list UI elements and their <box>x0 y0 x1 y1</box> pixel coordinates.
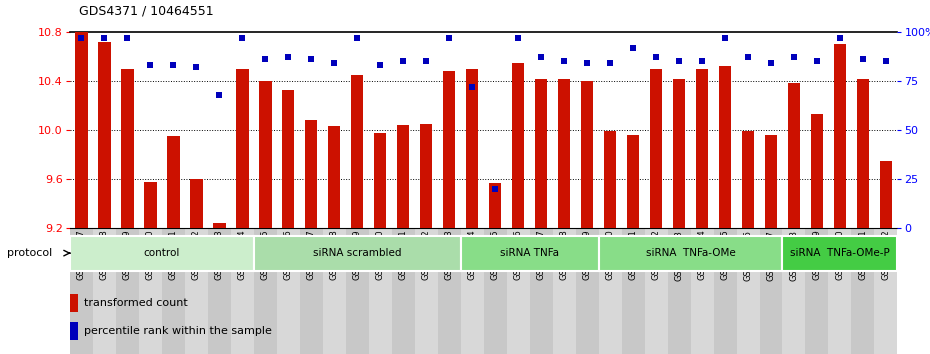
Text: siRNA  TNFa-OMe: siRNA TNFa-OMe <box>645 248 736 258</box>
Bar <box>231 228 254 354</box>
Bar <box>805 228 829 354</box>
Bar <box>299 228 323 354</box>
Bar <box>115 228 139 354</box>
Bar <box>852 228 874 354</box>
Bar <box>604 131 617 228</box>
Text: protocol: protocol <box>7 248 53 258</box>
Bar <box>443 71 456 228</box>
Bar <box>213 223 225 228</box>
Bar <box>507 228 529 354</box>
Bar <box>880 161 892 228</box>
Bar <box>713 228 737 354</box>
Bar <box>737 228 760 354</box>
FancyBboxPatch shape <box>70 236 254 270</box>
Bar <box>580 81 593 228</box>
Bar <box>190 179 203 228</box>
Text: transformed count: transformed count <box>84 298 187 308</box>
Bar <box>70 322 78 340</box>
Bar <box>811 114 823 228</box>
Bar <box>392 228 415 354</box>
Text: GDS4371 / 10464551: GDS4371 / 10464551 <box>79 5 214 18</box>
Bar <box>529 228 552 354</box>
Bar <box>351 75 364 228</box>
Bar <box>466 69 478 228</box>
Bar <box>621 228 644 354</box>
Bar <box>374 132 387 228</box>
Bar <box>672 79 685 228</box>
Bar <box>328 126 340 228</box>
Bar <box>690 228 713 354</box>
Bar <box>236 69 248 228</box>
Bar <box>484 228 507 354</box>
Bar <box>419 124 432 228</box>
Bar <box>415 228 438 354</box>
Bar <box>397 125 409 228</box>
Bar <box>742 131 754 228</box>
Bar <box>788 84 801 228</box>
Bar <box>166 136 179 228</box>
FancyBboxPatch shape <box>254 236 460 270</box>
Bar <box>93 228 115 354</box>
Bar <box>207 228 231 354</box>
Bar <box>552 228 576 354</box>
Bar <box>305 120 317 228</box>
Bar <box>650 69 662 228</box>
Bar <box>627 135 639 228</box>
Bar <box>764 135 777 228</box>
Bar <box>346 228 368 354</box>
FancyBboxPatch shape <box>599 236 782 270</box>
Bar <box>121 69 134 228</box>
Bar <box>254 228 276 354</box>
Bar <box>98 42 111 228</box>
Bar <box>282 90 295 228</box>
Bar <box>70 228 93 354</box>
Bar <box>276 228 299 354</box>
Bar <box>323 228 346 354</box>
Bar <box>535 79 548 228</box>
Bar <box>489 183 501 228</box>
FancyBboxPatch shape <box>460 236 599 270</box>
Bar <box>668 228 690 354</box>
Bar <box>644 228 668 354</box>
Bar <box>460 228 484 354</box>
Bar <box>162 228 185 354</box>
Bar <box>829 228 852 354</box>
FancyBboxPatch shape <box>782 236 897 270</box>
Bar <box>857 79 870 228</box>
Bar <box>833 44 846 228</box>
Bar <box>512 63 525 228</box>
Bar <box>558 79 570 228</box>
Bar <box>70 294 78 312</box>
Bar <box>185 228 207 354</box>
Bar <box>599 228 621 354</box>
Text: siRNA  TNFa-OMe-P: siRNA TNFa-OMe-P <box>790 248 890 258</box>
Bar <box>719 66 731 228</box>
Bar <box>368 228 392 354</box>
Bar <box>139 228 162 354</box>
Bar <box>760 228 782 354</box>
Text: percentile rank within the sample: percentile rank within the sample <box>84 326 272 336</box>
Bar <box>782 228 805 354</box>
Bar <box>576 228 599 354</box>
Bar <box>144 182 156 228</box>
Text: control: control <box>143 248 179 258</box>
Bar <box>696 69 709 228</box>
Text: siRNA TNFa: siRNA TNFa <box>500 248 559 258</box>
Text: siRNA scrambled: siRNA scrambled <box>312 248 402 258</box>
Bar <box>438 228 460 354</box>
Bar <box>75 32 87 228</box>
Bar <box>874 228 897 354</box>
Bar <box>259 81 272 228</box>
